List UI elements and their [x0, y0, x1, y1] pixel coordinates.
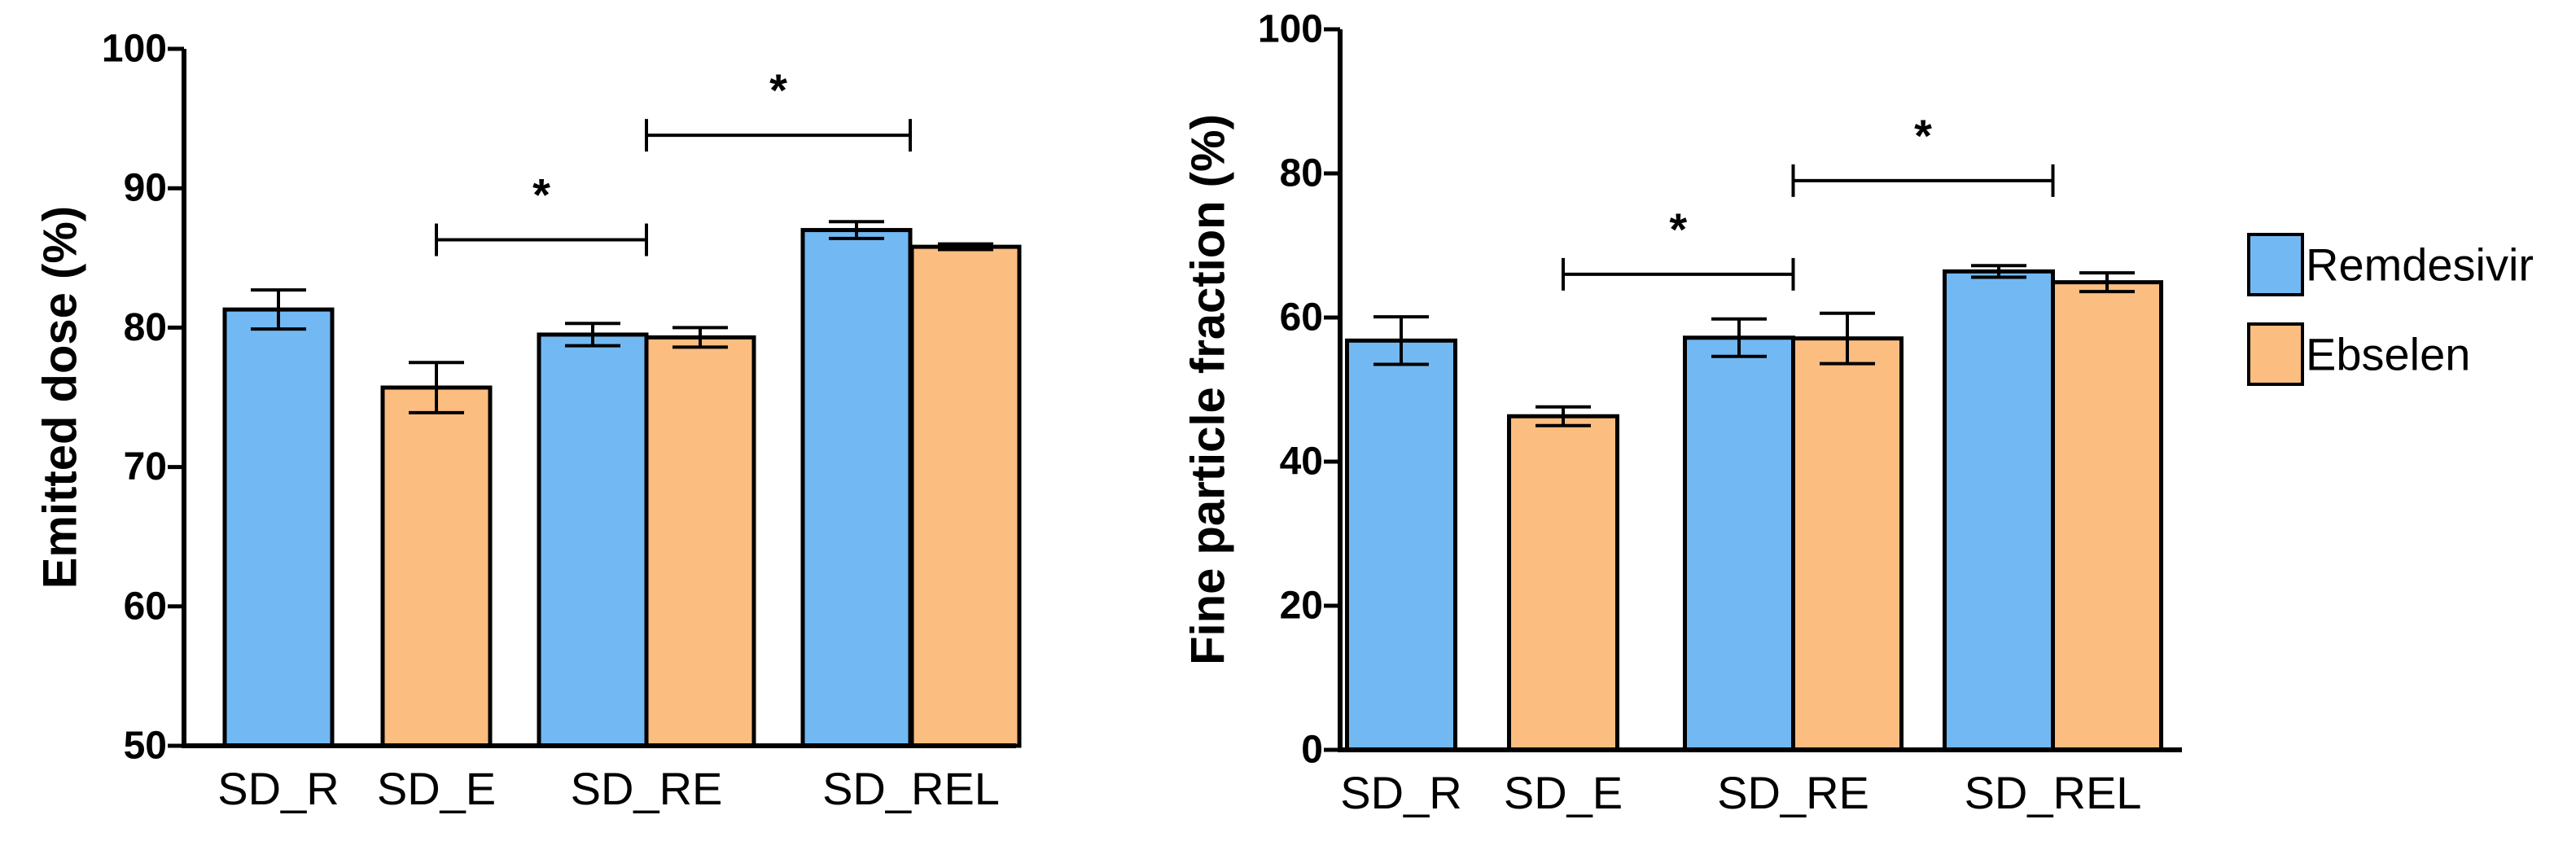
x-tick-label: SD_REL — [822, 763, 1000, 814]
bar-SD_R-Remdesivir — [1345, 338, 1457, 752]
bar-SD_R-Remdesivir — [222, 307, 335, 748]
y-tick-label: 80 — [1280, 152, 1323, 195]
y-axis-title: Fine particle fraction (%) — [1181, 114, 1234, 665]
y-axis-title: Emitted dose (%) — [33, 206, 86, 589]
bar-SD_REL-Remdesivir — [1943, 269, 2055, 752]
significance-star: * — [1914, 110, 1932, 161]
significance-star: * — [1669, 204, 1687, 255]
y-tick-label: 100 — [1258, 8, 1323, 51]
bar-SD_RE-Ebselen — [1791, 336, 1904, 752]
legend-swatch-ebselen — [2247, 322, 2304, 386]
legend-label-ebselen: Ebselen — [2306, 329, 2470, 380]
y-tick-label: 60 — [1280, 296, 1323, 340]
y-tick-label: 70 — [124, 445, 167, 489]
y-tick-label: 40 — [1280, 440, 1323, 484]
y-tick-label: 0 — [1301, 729, 1323, 772]
y-tick-label: 20 — [1280, 585, 1323, 628]
bar-SD_REL-Remdesivir — [800, 228, 913, 748]
legend-swatch-remdesivir — [2247, 233, 2304, 296]
y-tick-label: 100 — [102, 28, 167, 71]
bar-SD_RE-Remdesivir — [1683, 335, 1795, 752]
x-tick-label: SD_RE — [571, 763, 723, 814]
significance-star: * — [532, 169, 550, 221]
bar-SD_RE-Ebselen — [644, 335, 756, 748]
bar-SD_RE-Remdesivir — [537, 332, 649, 748]
y-tick-label: 80 — [124, 306, 167, 349]
x-tick-label: SD_E — [377, 763, 496, 814]
x-tick-label: SD_RE — [1717, 767, 1869, 818]
bar-SD_REL-Ebselen — [909, 244, 1022, 748]
bar-SD_REL-Ebselen — [2051, 280, 2163, 752]
y-tick-label: 50 — [124, 725, 167, 768]
y-tick-label: 60 — [124, 585, 167, 628]
y-tick-label: 90 — [124, 167, 167, 210]
x-tick-label: SD_E — [1504, 767, 1623, 818]
legend-label-remdesivir: Remdesivir — [2306, 239, 2534, 291]
bar-SD_E-Ebselen — [1507, 414, 1619, 752]
legend: Remdesivir Ebselen — [2247, 233, 2534, 386]
fine-particle-fraction-chart: Fine particle fraction (%) 0 20 40 60 80 100 SD… — [1181, 8, 2182, 818]
emitted-dose-chart: Emitted dose (%) 50 60 70 80 90 100 SD_R SD_E SD_… — [33, 28, 1022, 814]
x-tick-label: SD_R — [217, 763, 339, 814]
bar-SD_E-Ebselen — [380, 385, 493, 748]
x-tick-label: SD_R — [1340, 767, 1461, 818]
significance-star: * — [769, 64, 787, 116]
x-tick-label: SD_REL — [1965, 767, 2142, 818]
